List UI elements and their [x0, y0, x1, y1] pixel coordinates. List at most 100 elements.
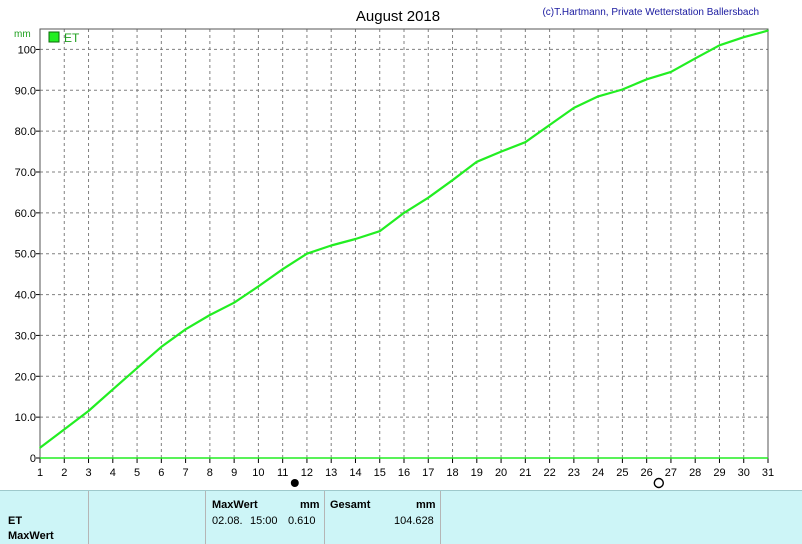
x-tick-label: 20: [495, 467, 507, 479]
data-point-et: [136, 367, 138, 369]
data-point-et: [427, 196, 430, 199]
data-point-et: [767, 29, 769, 32]
legend-label: ET: [64, 31, 80, 45]
y-unit-label: mm: [14, 29, 31, 40]
y-tick-label: 20.0: [15, 371, 36, 383]
data-point-et: [645, 78, 648, 81]
maxwert-date: 02.08.: [212, 515, 243, 527]
y-tick-label: 40.0: [15, 290, 36, 302]
y-tick-label: 80.0: [15, 126, 36, 138]
x-tick-label: 15: [374, 467, 386, 479]
maxwert-header: MaxWert: [212, 499, 258, 511]
x-tick-label: 22: [543, 467, 555, 479]
y-tick-label: 0: [30, 453, 36, 465]
x-tick-label: 21: [519, 467, 531, 479]
x-tick-label: 6: [158, 467, 164, 479]
x-tick-label: 12: [301, 467, 313, 479]
x-tick-label: 30: [738, 467, 750, 479]
x-tick-label: 7: [183, 467, 189, 479]
data-point-et: [184, 328, 187, 331]
data-point-et: [112, 388, 114, 391]
legend-swatch: [48, 31, 60, 43]
day-markers: [290, 477, 664, 489]
data-point-et: [209, 314, 211, 316]
gesamt-unit: mm: [416, 499, 436, 511]
data-point-et: [330, 244, 333, 247]
y-tick-label: 90.0: [15, 85, 36, 97]
x-tick-label: 4: [110, 467, 116, 479]
data-point-et: [476, 160, 478, 163]
x-tick-label: 11: [277, 467, 288, 479]
data-point-et: [160, 346, 163, 348]
maxwert-value: 0.610: [288, 515, 316, 527]
data-point-et: [597, 95, 599, 98]
y-tick-label: 60.0: [15, 208, 36, 220]
copyright-text: (c)T.Hartmann, Private Wetterstation Bal…: [542, 7, 759, 18]
x-tick-label: 1: [37, 467, 43, 479]
x-tick-label: 29: [713, 467, 725, 479]
y-tick-label: 100: [18, 44, 36, 56]
data-point-et: [621, 88, 624, 91]
x-tick-label: 19: [471, 467, 483, 479]
plot-frame: [39, 28, 769, 459]
data-point-et: [281, 268, 284, 271]
x-tick-label: 25: [616, 467, 628, 479]
footer-label-cell: ET MaxWert: [0, 491, 89, 544]
series-et: [39, 29, 769, 459]
x-tick-label: 14: [349, 467, 361, 479]
data-footer: ET MaxWert MaxWert mm 02.08. 15:00 0.610…: [0, 490, 802, 544]
x-tick-label: 31: [762, 467, 774, 479]
footer-gesamt-cell: Gesamt mm 104.628: [325, 491, 441, 544]
data-point-et: [306, 252, 308, 255]
footer-row-maxwert: MaxWert: [8, 530, 54, 542]
data-point-et: [500, 150, 502, 153]
data-point-et: [451, 179, 454, 181]
y-tick-label: 30.0: [15, 330, 36, 342]
x-tick-label: 2: [61, 467, 67, 479]
x-tick-label: 13: [325, 467, 337, 479]
chart-area: August 2018 (c)T.Hartmann, Private Wette…: [14, 7, 774, 489]
filled-circle-icon: [290, 479, 299, 487]
data-point-et: [354, 238, 357, 240]
y-tick-label: 50.0: [15, 249, 36, 261]
x-tick-label: 5: [134, 467, 140, 479]
axes: 0 10.0 20.0 30.0 40.0 50.0 60.0 70.0 80.0 90.0 100…: [15, 28, 774, 479]
x-tick-label: 9: [231, 467, 237, 479]
chart-title: August 2018: [356, 8, 440, 25]
x-tick-label: 10: [252, 467, 264, 479]
grid: [40, 29, 768, 458]
data-point-et: [573, 107, 575, 109]
gesamt-value: 104.628: [394, 515, 434, 527]
data-point-et: [524, 141, 527, 143]
x-tick-label: 23: [568, 467, 580, 479]
data-point-et: [694, 57, 696, 60]
data-point-et: [403, 212, 405, 214]
x-tick-label: 28: [689, 467, 701, 479]
data-point-et: [378, 230, 381, 233]
x-tick-label: 27: [665, 467, 677, 479]
x-tick-label: 16: [398, 467, 410, 479]
data-point-et: [548, 124, 551, 126]
data-point-et: [233, 301, 235, 304]
x-tick-label: 3: [85, 467, 91, 479]
footer-row-et: ET: [8, 515, 23, 527]
open-circle-icon: [653, 477, 664, 489]
x-tick-label: 18: [446, 467, 458, 479]
x-tick-label: 8: [207, 467, 213, 479]
data-point-et: [742, 36, 745, 38]
data-point-et: [63, 428, 66, 431]
gesamt-header: Gesamt: [330, 499, 371, 511]
data-point-et: [670, 71, 672, 73]
x-tick-label: 17: [422, 467, 434, 479]
x-tick-label: 24: [592, 467, 604, 479]
footer-maxwert-cell: MaxWert mm 02.08. 15:00 0.610: [206, 491, 325, 544]
data-point-et: [718, 44, 721, 47]
maxwert-unit: mm: [300, 499, 320, 511]
footer-empty-cell: [89, 491, 206, 544]
maxwert-time: 15:00: [250, 515, 278, 527]
data-point-et: [87, 410, 90, 412]
data-point-et: [257, 285, 260, 288]
y-tick-label: 10.0: [15, 412, 36, 424]
x-tick-label: 26: [641, 467, 653, 479]
y-tick-label: 70.0: [15, 167, 36, 179]
